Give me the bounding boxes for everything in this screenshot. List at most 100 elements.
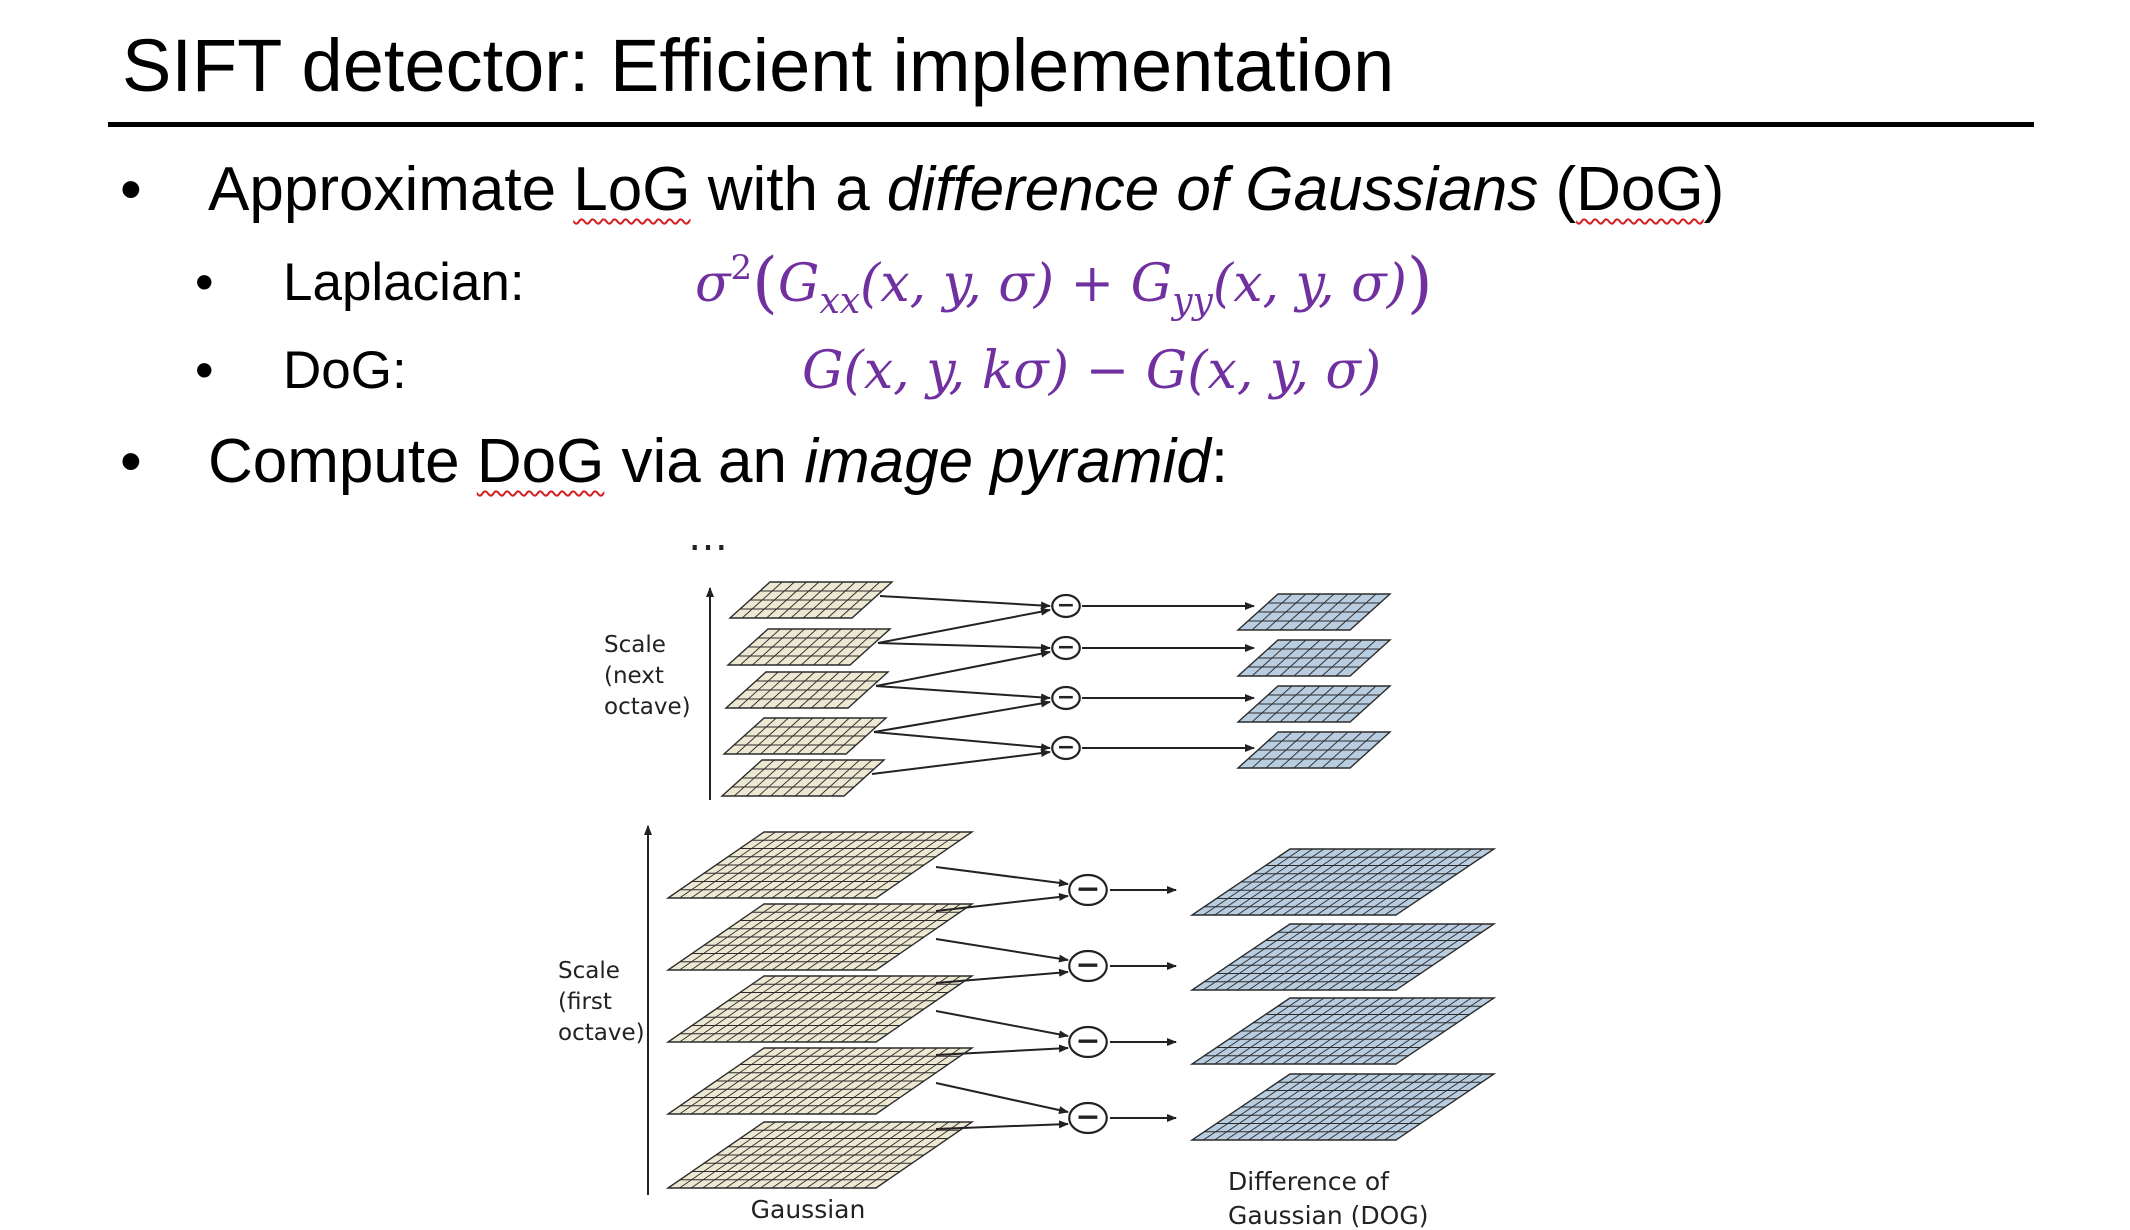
minus-node: −: [1068, 1099, 1108, 1135]
formula-subscript: xx: [819, 281, 861, 322]
sub-bullet-dot: •: [195, 253, 214, 312]
gaussian-to-minus-arrow: [873, 731, 1051, 752]
minus-symbol: −: [1075, 1023, 1100, 1058]
gaussian-to-minus-arrow: [873, 699, 1051, 733]
dog-layer-first-octave: [1189, 1073, 1497, 1141]
minus-node: −: [1068, 871, 1108, 907]
minus-node: −: [1068, 1023, 1108, 1059]
gaussian-to-minus-arrow: [935, 1010, 1069, 1039]
gaussian-to-minus-arrow: [935, 1082, 1069, 1114]
gaussian-to-minus-arrow: [935, 893, 1069, 912]
gaussian-layer-first-octave: [665, 1121, 975, 1189]
dog-layer-next-octave: [1236, 593, 1392, 631]
bullet-text: Approximate: [208, 155, 574, 224]
bullet-term-log: LoG: [573, 155, 691, 224]
bullet-text: Compute: [208, 427, 477, 496]
bullet-term-dog: DoG: [1576, 155, 1704, 224]
gaussian-to-minus-arrow: [935, 938, 1069, 963]
gaussian-layer-first-octave: [665, 1047, 975, 1115]
gaussian-layer-first-octave: [665, 831, 975, 899]
minus-symbol: −: [1057, 635, 1075, 660]
bullet-term-image-pyramid: image pyramid: [804, 427, 1211, 496]
scale-next-octave-label: Scale: [604, 632, 666, 658]
laplacian-label: Laplacian:: [283, 253, 525, 312]
gaussian-to-minus-arrow: [877, 607, 1051, 644]
minus-circle: [1068, 1025, 1108, 1059]
dog-layer-first-octave: [1189, 848, 1497, 916]
pyramid-arrows: [644, 587, 1255, 1195]
formula-operator: +: [1054, 254, 1131, 314]
minus-node: −: [1051, 635, 1081, 661]
subtraction-nodes: − − − − − − − −: [1051, 593, 1108, 1135]
gaussian-to-minus-arrow: [875, 685, 1051, 702]
bullet-term-dog: DoG: [476, 427, 605, 496]
gaussian-to-minus-arrow: [879, 595, 1051, 610]
gaussian-to-minus-arrow: [935, 968, 1069, 984]
minus-circle: [1051, 635, 1081, 661]
gaussian-layer-next-octave: [726, 628, 892, 666]
minus-symbol: −: [1075, 871, 1100, 906]
bullet-text: :: [1210, 427, 1229, 496]
bullet-text: ): [1703, 155, 1725, 224]
gaussian-to-minus-arrow: [871, 749, 1051, 775]
minus-circle: [1051, 593, 1081, 619]
gaussian-layer-next-octave: [728, 581, 894, 619]
dog-column-label: Difference of: [1228, 1167, 1390, 1196]
minus-circle: [1068, 1101, 1108, 1135]
dog-layer-first-octave: [1189, 923, 1497, 991]
scale-first-octave-label: Scale: [558, 958, 620, 984]
formula-paren: (: [752, 244, 778, 321]
minus-symbol: −: [1057, 735, 1075, 760]
gaussian-layer-first-octave: [665, 975, 975, 1043]
gaussian-to-minus-arrow: [935, 1120, 1069, 1130]
title-divider: [108, 122, 2034, 127]
pyramid-layers: [665, 581, 1497, 1189]
scale-first-octave-label: octave): [558, 1020, 645, 1046]
formula-paren: ): [1406, 244, 1433, 321]
minus-node: −: [1051, 685, 1081, 711]
bullet-term-dog-italic: difference of Gaussians: [886, 155, 1539, 224]
bullet-text: via an: [604, 427, 805, 496]
bullet-text: (: [1538, 155, 1577, 224]
scale-next-octave-label: (next: [604, 663, 664, 689]
dog-layer-first-octave: [1189, 997, 1497, 1065]
formula-operator: −: [1069, 341, 1146, 401]
dog-column-label: Gaussian (DOG): [1228, 1201, 1428, 1230]
formula-term: G(x, y, kσ): [802, 341, 1070, 401]
formula-term: G(x, y, σ): [1145, 341, 1382, 401]
gaussian-to-minus-arrow: [935, 866, 1069, 887]
formula-exponent: 2: [730, 248, 753, 288]
formula-sigma: σ: [695, 254, 731, 314]
dog-label: DoG:: [283, 341, 407, 400]
gaussian-to-minus-arrow: [877, 642, 1051, 652]
minus-circle: [1051, 735, 1081, 761]
minus-circle: [1068, 873, 1108, 907]
minus-node: −: [1051, 735, 1081, 761]
minus-circle: [1051, 685, 1081, 711]
minus-node: −: [1068, 947, 1108, 982]
minus-node: −: [1051, 593, 1081, 619]
scale-first-octave-label: (first: [558, 989, 612, 1015]
gaussian-to-minus-arrow: [935, 1044, 1069, 1056]
dog-layer-next-octave: [1236, 685, 1392, 723]
formula-subscript: yy: [1172, 281, 1213, 322]
formula-args: (x, y, σ): [1212, 254, 1407, 314]
gaussian-layer-next-octave: [722, 717, 888, 755]
scale-next-octave-label: octave): [604, 694, 691, 720]
laplacian-formula: σ2(Gxx(x, y, σ) + Gyy(x, y, σ)): [695, 248, 1433, 322]
gaussian-layer-next-octave: [720, 759, 886, 797]
formula-term: G: [777, 254, 820, 314]
bullet-compute-dog: Compute DoG via an image pyramid:: [208, 424, 1228, 500]
minus-symbol: −: [1057, 593, 1075, 618]
formula-term: G: [1130, 254, 1173, 314]
sub-bullet-dot: •: [195, 341, 214, 400]
gaussian-layer-first-octave: [665, 903, 975, 971]
ellipsis-more-octaves: …: [688, 514, 728, 560]
gaussian-layer-next-octave: [724, 671, 890, 709]
gaussian-to-minus-arrow: [875, 649, 1051, 687]
bullet-text: with a: [690, 155, 887, 224]
bullet-dot: •: [120, 155, 142, 224]
bullet-approximate-log: Approximate LoG with a difference of Gau…: [208, 152, 1724, 228]
slide-title: SIFT detector: Efficient implementation: [122, 24, 1395, 107]
